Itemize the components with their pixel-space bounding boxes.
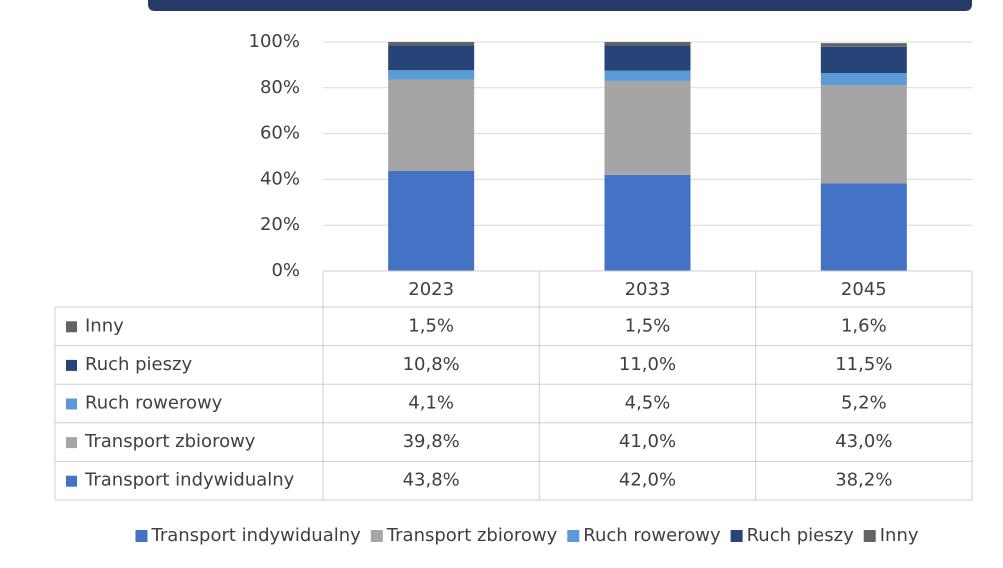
bar-segment [604, 70, 691, 81]
x-tick-label: 2045 [841, 279, 887, 300]
bar-segment [820, 46, 907, 74]
bar-segment [388, 79, 475, 171]
legend-key [730, 530, 743, 542]
bar-segment [604, 174, 691, 271]
table-value: 1,5% [408, 315, 454, 336]
legend-key [135, 530, 148, 542]
bar-segment [820, 43, 907, 47]
table-legend-key [66, 437, 77, 449]
bar-segment [388, 42, 475, 46]
bar-segment [604, 45, 691, 71]
header-bar [148, 0, 972, 11]
table-value: 43,8% [403, 470, 460, 491]
x-tick-label: 2033 [625, 279, 671, 300]
y-tick-label: 80% [260, 77, 300, 98]
table-row-label: Inny [85, 315, 124, 336]
table-value: 11,5% [835, 354, 892, 375]
bar-segment [604, 42, 691, 46]
table-row-label: Transport zbiorowy [84, 431, 256, 452]
y-tick-label: 40% [260, 168, 300, 189]
x-tick-label: 2023 [408, 279, 454, 300]
bar-segment [820, 85, 907, 184]
table-row-label: Ruch pieszy [85, 354, 192, 375]
table-legend-key [66, 359, 77, 371]
table-value: 42,0% [619, 470, 676, 491]
table-value: 41,0% [619, 431, 676, 452]
y-tick-label: 0% [271, 260, 300, 281]
legend-label: Transport zbiorowy [386, 525, 558, 546]
table-value: 38,2% [835, 470, 892, 491]
bar-segment [604, 80, 691, 175]
table-value: 10,8% [403, 354, 460, 375]
bar-segment [388, 45, 475, 71]
table-value: 11,0% [619, 354, 676, 375]
table-legend-key [66, 475, 77, 487]
table-value: 1,6% [841, 315, 887, 336]
bar-segment [820, 73, 907, 86]
table-value: 5,2% [841, 393, 887, 414]
bar-segment [388, 170, 475, 271]
y-tick-label: 20% [260, 214, 300, 235]
bar-segment [820, 183, 907, 271]
legend-label: Ruch rowerowy [583, 525, 721, 546]
table-value: 39,8% [403, 431, 460, 452]
legend-key [863, 530, 876, 542]
legend-label: Ruch pieszy [747, 525, 854, 546]
legend-label: Inny [880, 525, 919, 546]
bar-segment [388, 70, 475, 80]
legend-key [567, 530, 580, 542]
table-row-label: Ruch rowerowy [85, 393, 223, 414]
table-value: 43,0% [835, 431, 892, 452]
table-value: 4,5% [625, 393, 671, 414]
table-legend-key [66, 398, 77, 410]
legend-label: Transport indywidualny [150, 525, 361, 546]
y-tick-label: 60% [260, 123, 300, 144]
legend-key [370, 530, 383, 542]
table-legend-key [66, 321, 77, 333]
y-tick-label: 100% [249, 31, 300, 52]
table-value: 1,5% [625, 315, 671, 336]
table-value: 4,1% [408, 393, 454, 414]
table-row-label: Transport indywidualny [84, 470, 295, 491]
